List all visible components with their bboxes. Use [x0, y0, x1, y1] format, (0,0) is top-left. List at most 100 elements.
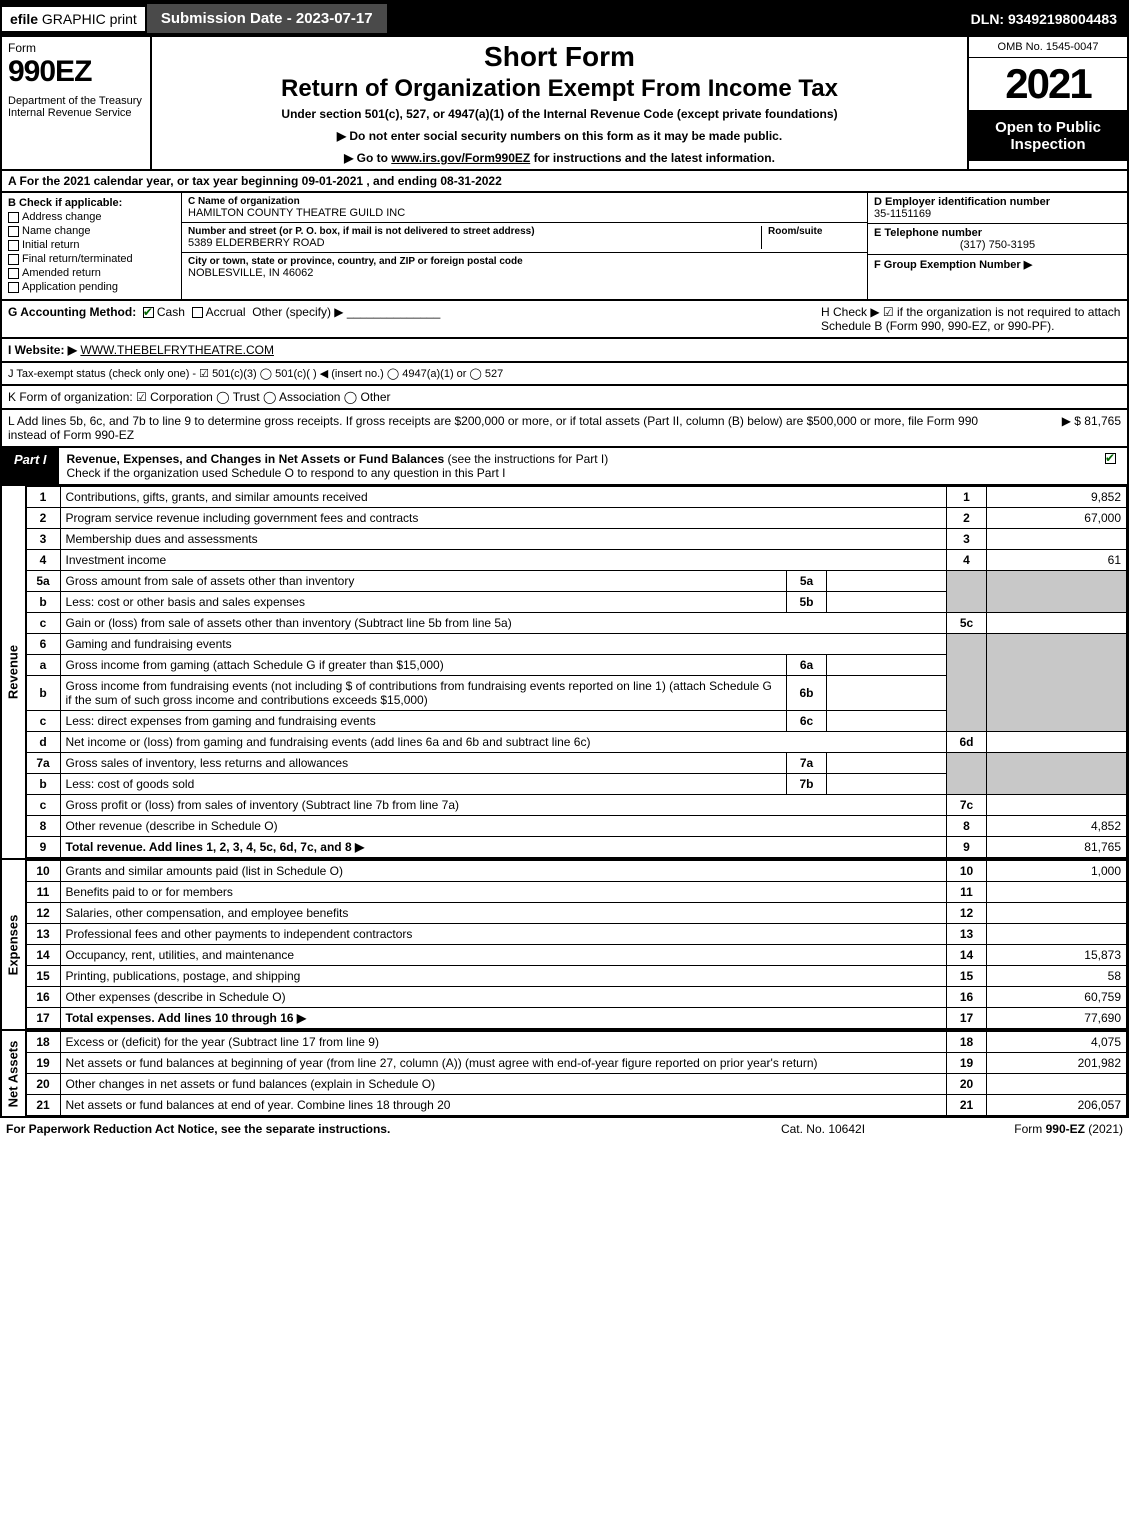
- instr-goto-post: for instructions and the latest informat…: [530, 151, 775, 165]
- line-num: b: [26, 676, 60, 711]
- footer-right-bold: 990-EZ: [1046, 1122, 1085, 1136]
- part1-title-rest: (see the instructions for Part I): [444, 452, 608, 466]
- ck-label: Name change: [22, 225, 91, 237]
- line-num: c: [26, 795, 60, 816]
- sub-val: [827, 655, 947, 676]
- section-b: B Check if applicable: Address change Na…: [2, 193, 182, 299]
- ck-initial-return[interactable]: Initial return: [8, 239, 175, 251]
- line-num: 8: [26, 816, 60, 837]
- org-name-row: C Name of organization HAMILTON COUNTY T…: [182, 193, 867, 223]
- line-12: 12Salaries, other compensation, and empl…: [26, 903, 1126, 924]
- ck-name-change[interactable]: Name change: [8, 225, 175, 237]
- footer-right: Form 990-EZ (2021): [923, 1122, 1123, 1136]
- line-val: 201,982: [987, 1053, 1127, 1074]
- expenses-section: Expenses 10Grants and similar amounts pa…: [0, 860, 1129, 1031]
- line-num: 18: [26, 1032, 60, 1053]
- line-ref: 13: [947, 924, 987, 945]
- line-num: 5a: [26, 571, 60, 592]
- line-ref: 7c: [947, 795, 987, 816]
- instr-goto-pre: ▶ Go to: [344, 151, 391, 165]
- checkbox-icon: [1105, 453, 1116, 464]
- line-ref: 5c: [947, 613, 987, 634]
- part1-title: Revenue, Expenses, and Changes in Net As…: [59, 448, 1097, 484]
- line-g-label: G Accounting Method:: [8, 305, 136, 319]
- line-val: 77,690: [987, 1008, 1127, 1029]
- line-i-label: I Website: ▶: [8, 343, 77, 357]
- line-num: a: [26, 655, 60, 676]
- website-value[interactable]: WWW.THEBELFRYTHEATRE.COM: [80, 343, 274, 357]
- ck-final-return[interactable]: Final return/terminated: [8, 253, 175, 265]
- line-num: 10: [26, 861, 60, 882]
- line-desc: Less: cost or other basis and sales expe…: [66, 595, 305, 609]
- line-desc: Excess or (deficit) for the year (Subtra…: [66, 1035, 379, 1049]
- org-name: HAMILTON COUNTY THEATRE GUILD INC: [188, 207, 861, 219]
- ein-row: D Employer identification number 35-1151…: [868, 193, 1127, 224]
- revenue-vlabel: Revenue: [2, 486, 26, 858]
- line-desc: Less: direct expenses from gaming and fu…: [66, 714, 376, 728]
- line-num: c: [26, 711, 60, 732]
- sub-val: [827, 774, 947, 795]
- line-desc: Contributions, gifts, grants, and simila…: [66, 490, 368, 504]
- line-desc: Total revenue. Add lines 1, 2, 3, 4, 5c,…: [66, 840, 352, 854]
- ck-address-change[interactable]: Address change: [8, 211, 175, 223]
- top-bar: efile GRAPHIC print Submission Date - 20…: [0, 0, 1129, 37]
- sub-ref: 7a: [787, 753, 827, 774]
- line-18: 18 Excess or (deficit) for the year (Subt…: [26, 1032, 1126, 1053]
- addr-row: Number and street (or P. O. box, if mail…: [182, 223, 867, 253]
- line-num: b: [26, 592, 60, 613]
- grey-cell: [987, 571, 1127, 613]
- return-title: Return of Organization Exempt From Incom…: [160, 75, 959, 103]
- header-center: Short Form Return of Organization Exempt…: [152, 37, 967, 169]
- line-val: [987, 1074, 1127, 1095]
- line-desc: Other expenses (describe in Schedule O): [66, 990, 286, 1004]
- line-val: 61: [987, 550, 1127, 571]
- line-desc: Less: cost of goods sold: [66, 777, 195, 791]
- line-num: 1: [26, 487, 60, 508]
- line-10: 10 Grants and similar amounts paid (list …: [26, 861, 1126, 882]
- line-l-amount: ▶ $ 81,765: [1001, 414, 1121, 442]
- line-1: 1 Contributions, gifts, grants, and simil…: [26, 487, 1126, 508]
- line-val: [987, 795, 1127, 816]
- line-6: 6Gaming and fundraising events: [26, 634, 1126, 655]
- line-num: 4: [26, 550, 60, 571]
- org-name-label: C Name of organization: [188, 196, 861, 207]
- line-h: H Check ▶ ☑ if the organization is not r…: [821, 305, 1121, 333]
- line-val: 15,873: [987, 945, 1127, 966]
- line-21: 21Net assets or fund balances at end of …: [26, 1095, 1126, 1116]
- line-num: 2: [26, 508, 60, 529]
- sub-ref: 5b: [787, 592, 827, 613]
- line-num: 15: [26, 966, 60, 987]
- line-val: 1,000: [987, 861, 1127, 882]
- line-val: 9,852: [987, 487, 1127, 508]
- line-11: 11Benefits paid to or for members11: [26, 882, 1126, 903]
- line-ref: 1: [947, 487, 987, 508]
- ck-label: Application pending: [22, 281, 118, 293]
- part1-sub: Check if the organization used Schedule …: [67, 466, 506, 480]
- line-num: 21: [26, 1095, 60, 1116]
- line-4: 4Investment income461: [26, 550, 1126, 571]
- line-val: [987, 882, 1127, 903]
- irs-link[interactable]: www.irs.gov/Form990EZ: [391, 151, 530, 165]
- line-ref: 16: [947, 987, 987, 1008]
- line-desc: Grants and similar amounts paid (list in…: [66, 864, 343, 878]
- sub-val: [827, 711, 947, 732]
- line-8: 8Other revenue (describe in Schedule O)8…: [26, 816, 1126, 837]
- header-left: Form 990EZ Department of the Treasury In…: [2, 37, 152, 169]
- short-form-title: Short Form: [160, 41, 959, 73]
- ck-application-pending[interactable]: Application pending: [8, 281, 175, 293]
- sub-val: [827, 592, 947, 613]
- line-val: 4,852: [987, 816, 1127, 837]
- line-g: G Accounting Method: Cash Accrual Other …: [8, 305, 821, 333]
- part1-checkbox[interactable]: [1097, 448, 1127, 484]
- footer-right-pre: Form: [1014, 1122, 1045, 1136]
- line-l: L Add lines 5b, 6c, and 7b to line 9 to …: [0, 410, 1129, 448]
- line-val: 4,075: [987, 1032, 1127, 1053]
- line-val: 60,759: [987, 987, 1127, 1008]
- line-val: 58: [987, 966, 1127, 987]
- checkbox-icon: [8, 212, 19, 223]
- line-desc: Total expenses. Add lines 10 through 16: [66, 1011, 294, 1025]
- city-row: City or town, state or province, country…: [182, 253, 867, 282]
- ck-amended-return[interactable]: Amended return: [8, 267, 175, 279]
- line-desc: Other revenue (describe in Schedule O): [66, 819, 278, 833]
- line-a: A For the 2021 calendar year, or tax yea…: [0, 171, 1129, 193]
